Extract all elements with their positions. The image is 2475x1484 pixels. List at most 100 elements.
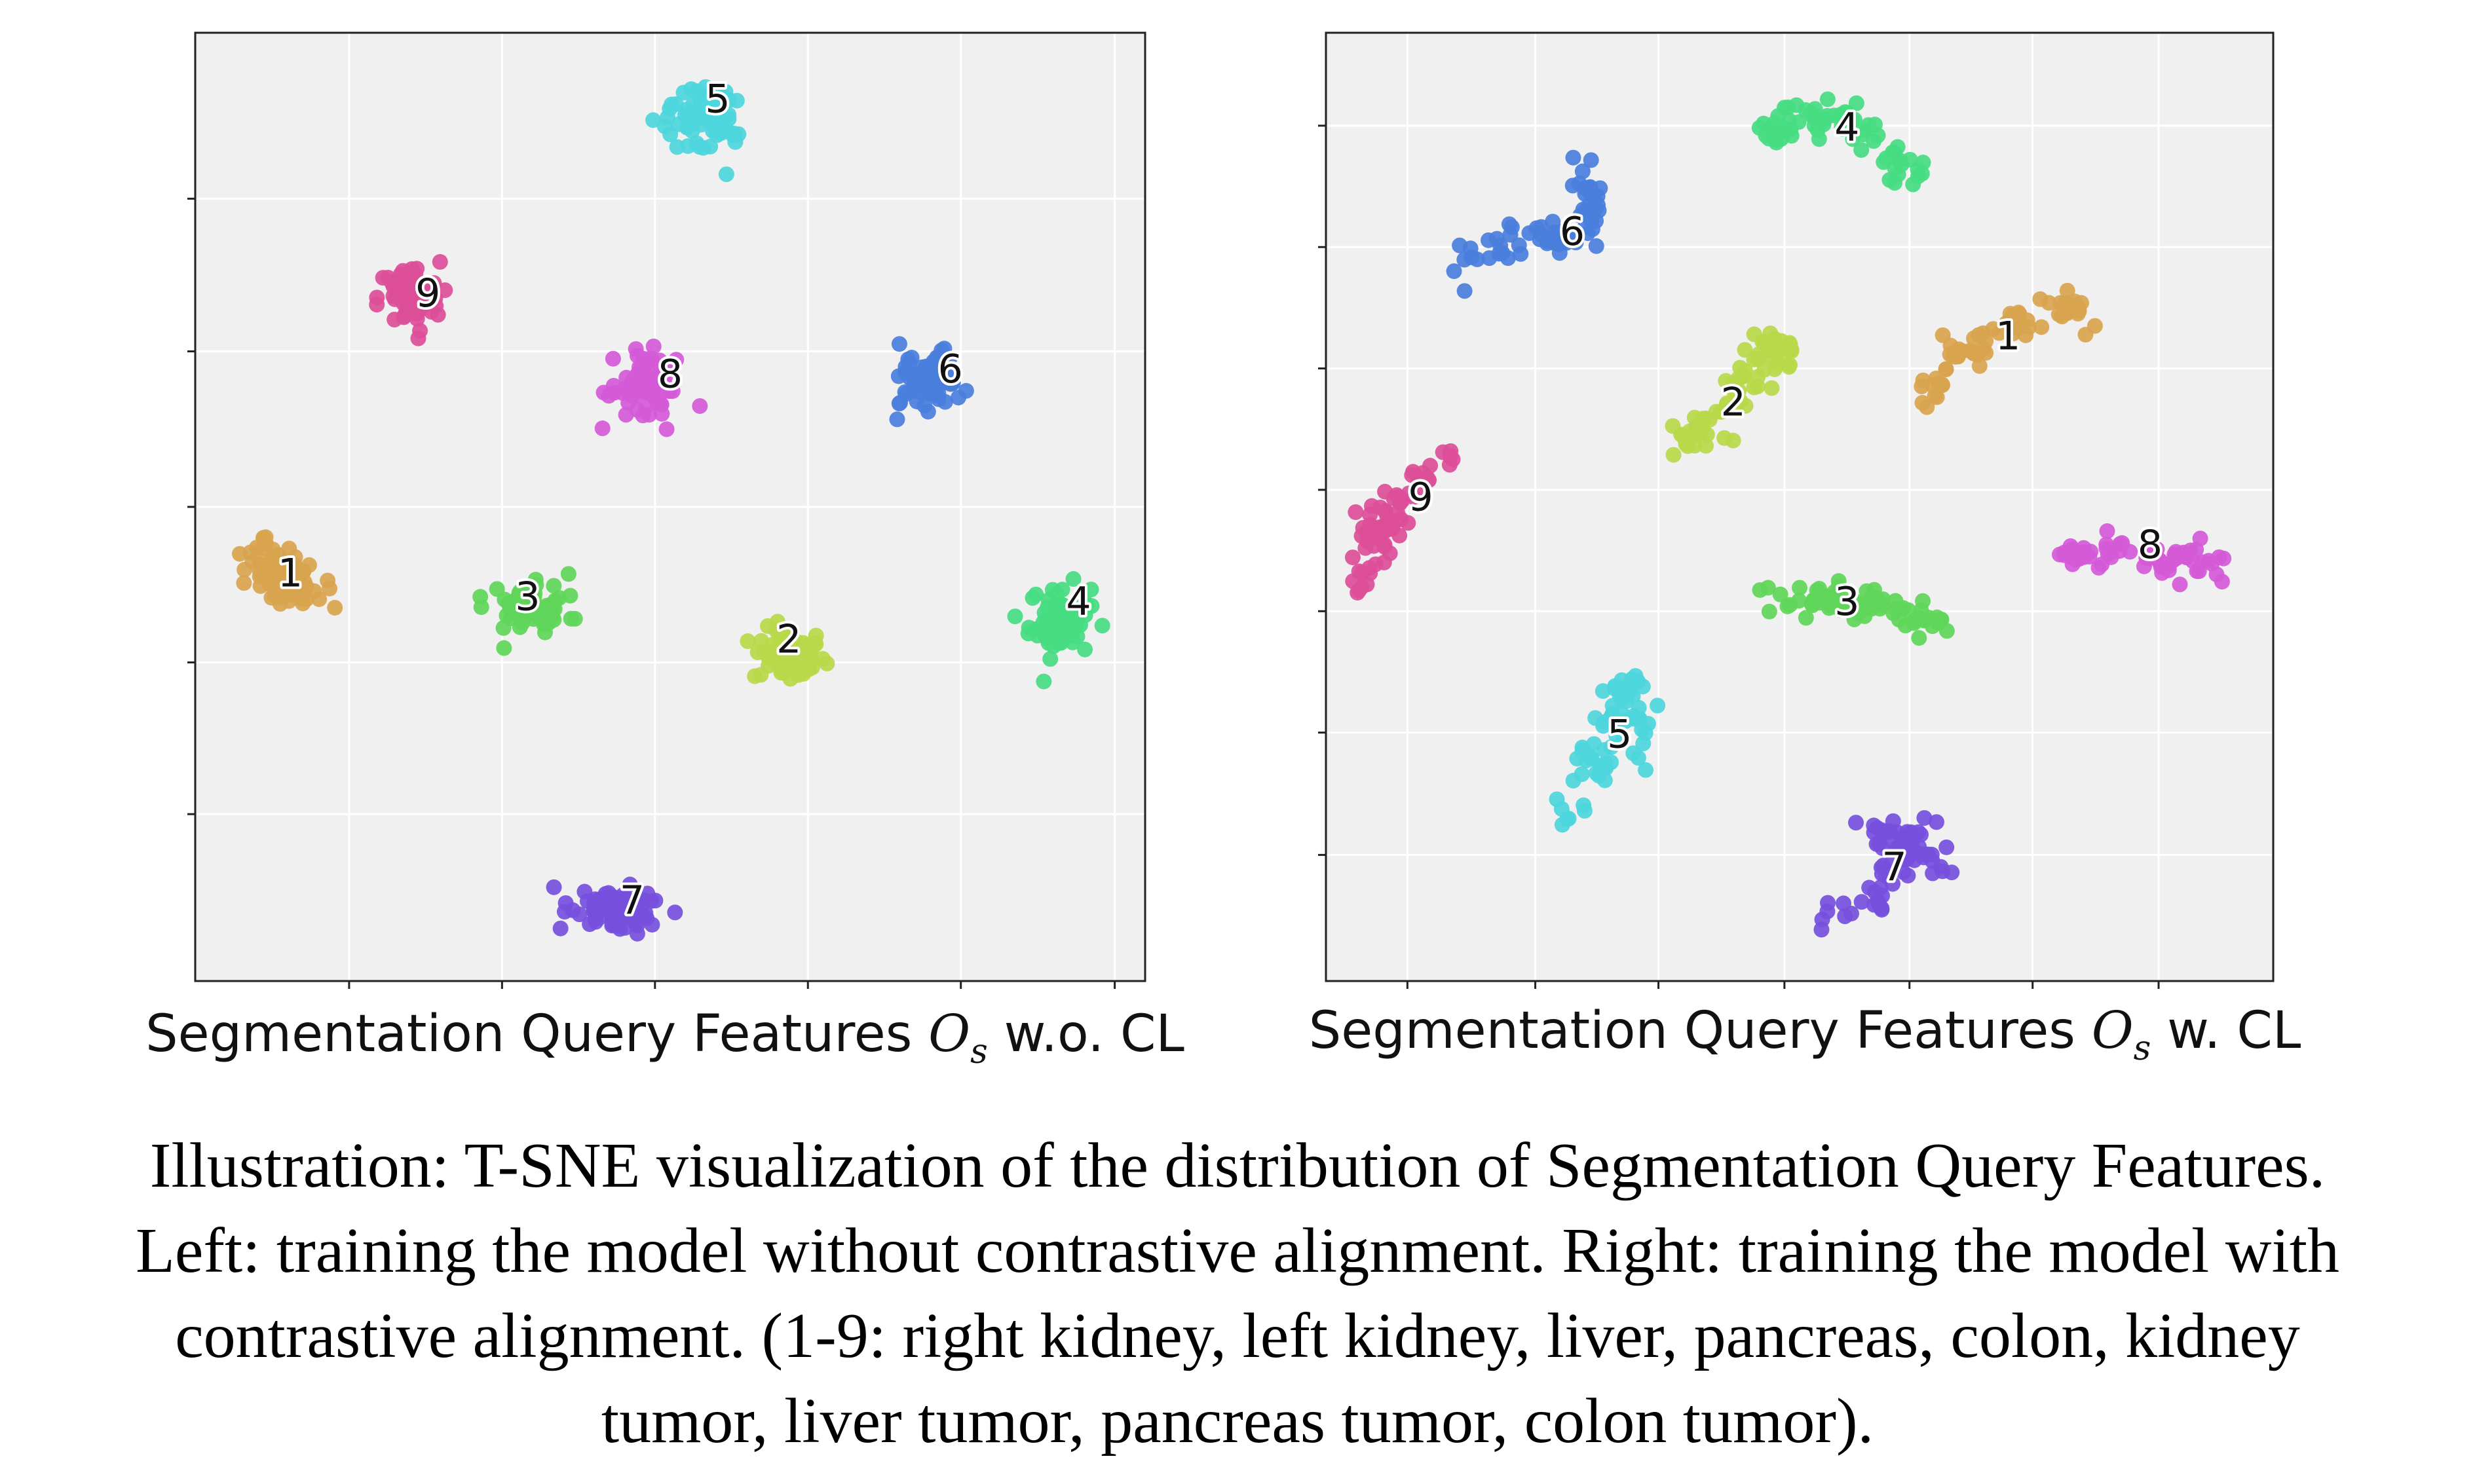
- right-point-9: [1377, 502, 1393, 519]
- right-point-3: [1779, 598, 1796, 614]
- left-cluster-6: [889, 336, 974, 428]
- right-point-4: [1770, 108, 1786, 124]
- left-point-6: [939, 358, 956, 375]
- left-cluster-label-1: 1: [278, 550, 303, 596]
- left-point-9: [385, 278, 402, 295]
- left-cluster-label-8: 8: [658, 351, 683, 397]
- right-point-5: [1596, 772, 1613, 788]
- right-point-2: [1708, 403, 1724, 420]
- left-point-8: [626, 371, 643, 387]
- right-point-6: [1492, 238, 1509, 254]
- left-cluster-label-7: 7: [620, 878, 645, 923]
- right-point-1: [2077, 327, 2094, 343]
- left-point-7: [576, 883, 593, 900]
- right-point-9: [1405, 489, 1422, 506]
- left-point-1: [255, 540, 272, 556]
- left-point-1: [242, 544, 259, 561]
- right-point-6: [1456, 283, 1473, 299]
- left-point-9: [407, 266, 424, 282]
- left-point-7: [552, 920, 569, 937]
- left-point-6: [897, 359, 914, 375]
- right-point-2: [1682, 423, 1698, 439]
- right-cluster-label-5: 5: [1607, 712, 1632, 758]
- right-plot-area: [1326, 33, 2273, 981]
- right-point-8: [2081, 548, 2098, 565]
- left-point-8: [628, 341, 644, 357]
- right-point-8: [2172, 576, 2188, 593]
- right-point-8: [2099, 523, 2115, 540]
- right-point-4: [1811, 131, 1827, 147]
- right-point-8: [2067, 551, 2083, 567]
- left-point-1: [322, 580, 338, 597]
- left-point-9: [409, 306, 425, 322]
- right-point-8: [2090, 559, 2107, 576]
- right-point-8: [2192, 530, 2208, 547]
- left-x-axis-label: Segmentation Query Features Os w.o. CL: [145, 1005, 1184, 1071]
- right-point-9: [1388, 487, 1405, 503]
- right-point-5: [1576, 797, 1592, 813]
- right-cluster-8: [2052, 523, 2232, 593]
- right-point-3: [1772, 586, 1788, 603]
- left-point-2: [766, 653, 783, 669]
- left-point-9: [412, 322, 428, 339]
- right-point-4: [1845, 131, 1861, 147]
- right-point-7: [1873, 859, 1889, 876]
- figure-caption: Illustration: T-SNE visualization of the…: [135, 1130, 2339, 1456]
- left-point-4: [1042, 651, 1059, 667]
- right-point-3: [1752, 582, 1768, 598]
- right-point-8: [2052, 546, 2068, 563]
- right-point-2: [1732, 360, 1748, 376]
- right-cluster-label-6: 6: [1560, 209, 1585, 255]
- right-cluster-label-8: 8: [2138, 522, 2163, 568]
- left-point-1: [286, 557, 303, 573]
- right-point-8: [2098, 536, 2115, 553]
- right-point-2: [1695, 417, 1711, 434]
- left-point-3: [512, 584, 528, 600]
- tsne-figure: 1 2 3 4 5 6 7 8 9 1 2 3 4 5 6 7 8 9 Segmentation Query F…: [145, 31, 2301, 1071]
- right-point-6: [1501, 216, 1517, 232]
- left-cluster-8: [594, 339, 708, 437]
- right-cluster-label-1: 1: [1995, 313, 2020, 359]
- right-point-5: [1650, 697, 1666, 714]
- right-point-7: [1872, 879, 1889, 895]
- left-point-4: [1066, 605, 1082, 621]
- right-point-8: [2178, 549, 2195, 566]
- right-point-2: [1779, 338, 1796, 354]
- left-point-8: [658, 421, 675, 437]
- right-point-7: [1910, 824, 1927, 840]
- right-point-1: [1931, 378, 1948, 394]
- right-point-6: [1533, 226, 1549, 242]
- left-point-5: [704, 115, 720, 132]
- left-point-8: [594, 420, 611, 437]
- left-point-2: [789, 660, 805, 677]
- right-point-1: [2060, 295, 2077, 311]
- left-point-2: [753, 667, 769, 683]
- right-point-7: [1853, 894, 1870, 910]
- left-point-4: [1079, 597, 1095, 614]
- right-point-7: [1916, 810, 1933, 826]
- left-point-9: [369, 297, 385, 313]
- right-cluster-2: [1665, 325, 1800, 463]
- right-point-5: [1615, 731, 1631, 747]
- right-point-5: [1603, 739, 1619, 755]
- left-cluster-5: [645, 79, 747, 183]
- right-point-7: [1837, 908, 1853, 925]
- right-cluster-label-3: 3: [1834, 579, 1859, 625]
- right-point-9: [1353, 528, 1370, 544]
- right-point-7: [1848, 815, 1864, 831]
- right-cluster-9: [1344, 443, 1461, 601]
- left-cluster-label-5: 5: [705, 76, 730, 122]
- right-point-1: [1991, 325, 2007, 341]
- right-point-4: [1834, 121, 1850, 138]
- right-point-4: [1914, 166, 1930, 182]
- right-point-7: [1928, 814, 1944, 830]
- right-point-8: [2103, 549, 2119, 565]
- left-cluster-label-3: 3: [515, 574, 540, 620]
- right-point-9: [1376, 538, 1393, 555]
- left-point-9: [427, 290, 444, 306]
- left-point-3: [560, 566, 576, 582]
- left-point-3: [496, 640, 512, 656]
- left-point-4: [1036, 673, 1052, 690]
- right-point-1: [2073, 295, 2089, 311]
- right-cluster-4: [1751, 91, 1931, 193]
